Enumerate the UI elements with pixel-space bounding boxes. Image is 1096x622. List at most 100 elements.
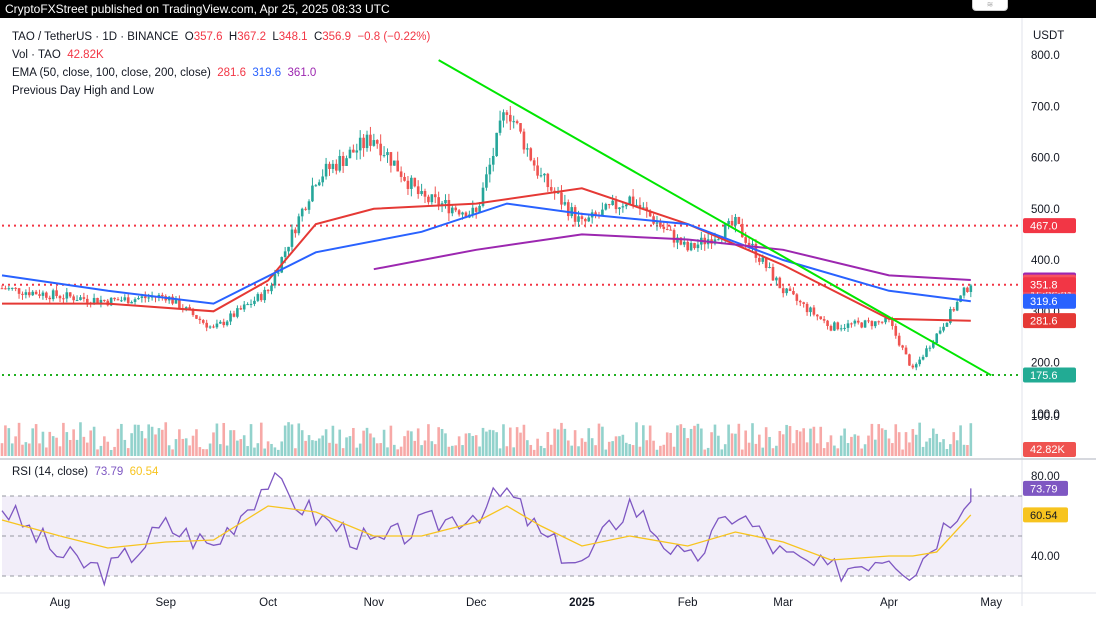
volume-bar — [229, 430, 232, 456]
volume-bar — [92, 426, 96, 456]
candle-body — [399, 171, 403, 177]
candle-body — [932, 343, 935, 348]
volume-bar — [543, 448, 546, 456]
volume-bar — [908, 442, 911, 456]
candle-body — [693, 242, 696, 249]
candle-body — [829, 325, 833, 331]
volume-bar — [526, 440, 529, 456]
volume-bar — [191, 435, 195, 456]
candle-body — [85, 298, 89, 303]
candle-body — [229, 313, 232, 322]
volume-bar — [427, 424, 430, 456]
volume-bar — [304, 440, 307, 456]
volume-bar — [686, 438, 689, 456]
volume-bar — [55, 437, 58, 456]
rsi-line — [1, 471, 972, 587]
rsi-label[interactable]: RSI (14, close) — [12, 466, 89, 478]
candle-body — [614, 200, 618, 210]
candle-body — [219, 321, 222, 324]
volume-bar — [887, 438, 891, 456]
candle-body — [321, 176, 324, 183]
candle-body — [962, 287, 966, 296]
volume-bar — [894, 424, 898, 456]
volume-bar — [188, 445, 191, 456]
volume-bar — [31, 428, 35, 456]
candle-body — [624, 204, 628, 207]
candle-body — [171, 296, 174, 304]
volume-bar — [253, 447, 256, 456]
volume-bar — [205, 449, 208, 456]
candle-body — [55, 290, 58, 297]
volume-bar — [140, 431, 144, 456]
pdhl-label[interactable]: Previous Day High and Low — [12, 85, 154, 97]
volume-bar — [225, 445, 229, 456]
volume-bar — [700, 428, 703, 456]
candle-body — [505, 112, 509, 115]
volume-bar — [642, 425, 645, 456]
close-value: 356.9 — [322, 31, 352, 43]
volume-bar — [703, 449, 707, 456]
volume-bar — [795, 430, 799, 456]
rsi-value-label: 73.79 — [1030, 483, 1058, 495]
price-label: 467.0 — [1030, 221, 1058, 233]
candle-body — [17, 288, 21, 294]
candle-body — [126, 297, 130, 304]
ema-label[interactable]: EMA (50, close, 100, close, 200, close) — [12, 67, 211, 79]
time-tick-label: 2025 — [569, 597, 595, 609]
volume-bar — [471, 435, 475, 456]
volume-bar — [798, 431, 802, 456]
volume-bar — [68, 439, 72, 456]
price-label-bg — [1023, 218, 1076, 234]
volume-bar — [184, 438, 188, 456]
candle-body — [92, 297, 96, 304]
volume-bar — [614, 436, 618, 456]
volume-bar — [870, 423, 874, 456]
volume-bar — [689, 428, 693, 456]
volume-bar — [771, 448, 775, 456]
candle-body — [601, 209, 604, 216]
low-label: L — [272, 31, 279, 43]
volume-bar — [352, 427, 355, 456]
volume-bar — [758, 434, 761, 456]
volume-bar — [215, 423, 219, 456]
price-label-bg — [1023, 293, 1076, 309]
candle-body — [850, 323, 853, 325]
candle-body — [65, 292, 69, 299]
volume-bar — [932, 428, 935, 456]
candle-body — [4, 288, 7, 290]
volume-bar — [788, 426, 792, 456]
volume-bar — [764, 427, 768, 456]
volume-bar — [604, 449, 608, 456]
trend-line — [438, 59, 992, 377]
volume-bar — [952, 432, 956, 456]
price-label: 175.6 — [1030, 370, 1058, 382]
volume-bar — [566, 440, 570, 456]
candle-body — [259, 294, 263, 301]
volume-bar — [918, 422, 921, 456]
high-value: 367.2 — [237, 31, 266, 43]
volume-bar — [266, 441, 270, 456]
volume-bar — [393, 444, 396, 456]
volume-bar — [723, 444, 727, 456]
candle-body — [208, 326, 212, 328]
candle-body — [809, 307, 812, 313]
candle-body — [771, 267, 775, 281]
volume-bar — [335, 443, 338, 456]
volume-bar — [300, 430, 304, 456]
volume-row: Vol · TAO 42.82K — [12, 46, 430, 64]
volume-bar — [143, 438, 147, 456]
candle-body — [474, 207, 478, 212]
candle-body — [938, 330, 942, 334]
candle-body — [904, 347, 908, 355]
volume-bar — [628, 444, 631, 456]
volume-label[interactable]: Vol · TAO — [12, 49, 61, 61]
volume-bar — [785, 424, 788, 456]
volume-bar — [665, 432, 669, 456]
volume-bar — [955, 440, 959, 456]
candle-body — [816, 314, 819, 317]
currency-label[interactable]: USDT — [1033, 30, 1065, 42]
candle-body — [464, 212, 468, 218]
volume-bar — [21, 444, 24, 456]
symbol-label[interactable]: TAO / TetherUS · 1D · BINANCE — [12, 31, 179, 43]
